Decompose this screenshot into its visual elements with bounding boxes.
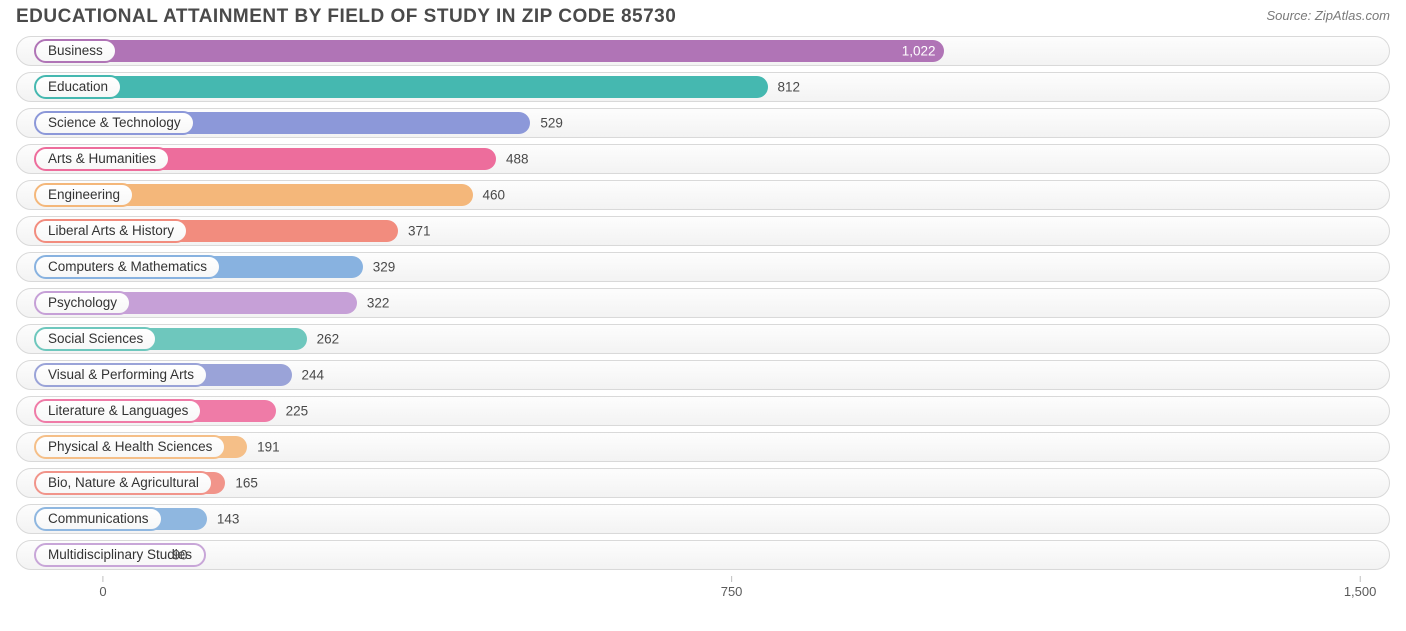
bar-row-inner: Literature & Languages 225: [20, 400, 1386, 422]
bar-row-inner: Engineering 460: [20, 184, 1386, 206]
x-axis: 07501,500: [36, 576, 1370, 602]
bar-label-pill: Social Sciences: [34, 327, 157, 351]
bar-fill: [75, 184, 472, 206]
bar-label-pill: Business: [34, 39, 117, 63]
bar-row-inner: Multidisciplinary Studies90: [20, 544, 1386, 566]
bar-value-label: 529: [540, 116, 563, 131]
bar-value-label: 244: [302, 368, 325, 383]
bar-row: Visual & Performing Arts 244: [16, 360, 1390, 390]
bar-value-label: 90: [172, 548, 187, 563]
bar-value-label: 1,022: [902, 44, 936, 59]
bar-row: Engineering 460: [16, 180, 1390, 210]
bar-value-label: 322: [367, 296, 390, 311]
bar-row-inner: Visual & Performing Arts 244: [20, 364, 1386, 386]
bar-row-inner: Arts & Humanities 488: [20, 148, 1386, 170]
x-axis-tick-line: [1360, 576, 1361, 582]
bar-label-pill: Education: [34, 75, 122, 99]
bar-row: Computers & Mathematics 329: [16, 252, 1390, 282]
x-axis-tick-line: [103, 576, 104, 582]
bar-row: Liberal Arts & History 371: [16, 216, 1390, 246]
bar-row: Education 812: [16, 72, 1390, 102]
bar-row-inner: Communications 143: [20, 508, 1386, 530]
x-axis-tick-label: 1,500: [1344, 584, 1377, 599]
bar-value-label: 262: [317, 332, 340, 347]
bar-label-pill: Arts & Humanities: [34, 147, 170, 171]
bar-value-label: 225: [286, 404, 309, 419]
bar-row-inner: Physical & Health Sciences 191: [20, 436, 1386, 458]
bar-label-pill: Computers & Mathematics: [34, 255, 221, 279]
bar-row-inner: Psychology 322: [20, 292, 1386, 314]
bar-fill: [75, 40, 943, 62]
bar-value-label: 371: [408, 224, 431, 239]
bar-label-pill: Visual & Performing Arts: [34, 363, 208, 387]
bar-row-inner: Business 1,022: [20, 40, 1386, 62]
bar-row: Arts & Humanities 488: [16, 144, 1390, 174]
x-axis-tick: 750: [721, 576, 743, 599]
x-axis-tick-label: 750: [721, 584, 743, 599]
bar-row-inner: Social Sciences 262: [20, 328, 1386, 350]
bar-row: Psychology 322: [16, 288, 1390, 318]
x-axis-tick: 1,500: [1344, 576, 1377, 599]
bar-row-inner: Education 812: [20, 76, 1386, 98]
bar-row: Science & Technology 529: [16, 108, 1390, 138]
bar-row: Business 1,022: [16, 36, 1390, 66]
bar-value-label: 329: [373, 260, 396, 275]
bar-row: Communications 143: [16, 504, 1390, 534]
bar-row: Literature & Languages 225: [16, 396, 1390, 426]
chart-header: EDUCATIONAL ATTAINMENT BY FIELD OF STUDY…: [0, 0, 1406, 30]
bar-row: Physical & Health Sciences 191: [16, 432, 1390, 462]
bar-row-inner: Liberal Arts & History 371: [20, 220, 1386, 242]
bar-row-inner: Science & Technology 529: [20, 112, 1386, 134]
bar-label-pill: Literature & Languages: [34, 399, 202, 423]
bar-value-label: 143: [217, 512, 240, 527]
bar-label-pill: Bio, Nature & Agricultural: [34, 471, 213, 495]
bar-row: Social Sciences 262: [16, 324, 1390, 354]
bar-value-label: 165: [235, 476, 258, 491]
bar-label-pill: Liberal Arts & History: [34, 219, 188, 243]
bar-row: Bio, Nature & Agricultural 165: [16, 468, 1390, 498]
bar-value-label: 460: [483, 188, 506, 203]
bar-label-pill: Psychology: [34, 291, 131, 315]
x-axis-tick: 0: [99, 576, 106, 599]
x-axis-tick-line: [731, 576, 732, 582]
bar-label-pill: Science & Technology: [34, 111, 195, 135]
bar-label-pill: Physical & Health Sciences: [34, 435, 226, 459]
bar-value-label: 812: [778, 80, 801, 95]
chart-source: Source: ZipAtlas.com: [1266, 6, 1390, 23]
chart-title: EDUCATIONAL ATTAINMENT BY FIELD OF STUDY…: [16, 6, 676, 28]
bar-label-pill: Engineering: [34, 183, 134, 207]
x-axis-tick-label: 0: [99, 584, 106, 599]
bar-value-label: 191: [257, 440, 280, 455]
bar-fill: [75, 76, 767, 98]
bar-value-label: 488: [506, 152, 529, 167]
chart-area: Business 1,022 Education 812 Science & Techn…: [0, 30, 1406, 602]
bar-row: Multidisciplinary Studies90: [16, 540, 1390, 570]
bar-label-pill: Communications: [34, 507, 163, 531]
bar-row-inner: Bio, Nature & Agricultural 165: [20, 472, 1386, 494]
bar-row-inner: Computers & Mathematics 329: [20, 256, 1386, 278]
